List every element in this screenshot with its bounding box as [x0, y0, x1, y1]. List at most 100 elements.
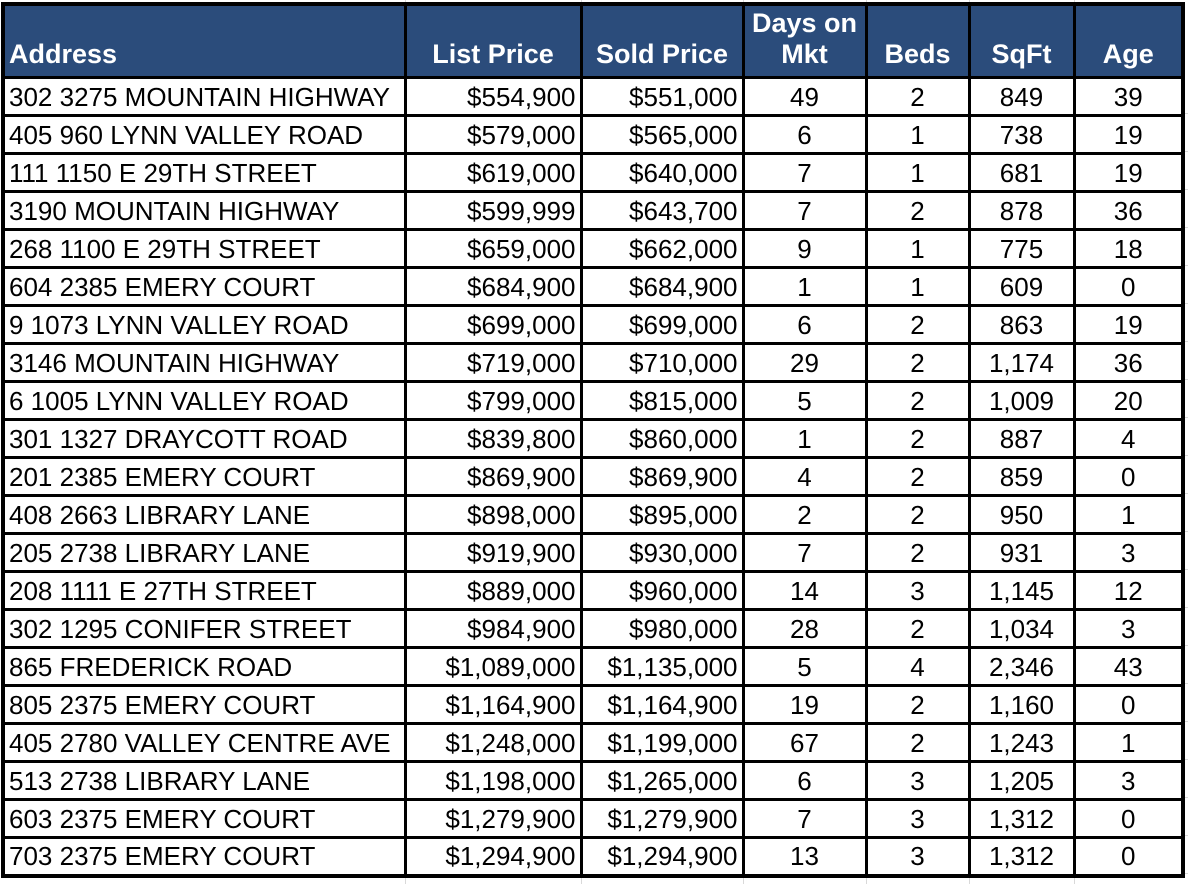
cell-age[interactable]: 19 — [1072, 114, 1185, 155]
cell-sold-price[interactable]: $551,000 — [579, 76, 745, 117]
cell-address[interactable]: 603 2375 EMERY COURT — [1, 798, 407, 839]
cell-beds[interactable]: 2 — [864, 304, 971, 345]
cell-days-on-mkt[interactable]: 67 — [741, 722, 868, 763]
cell-age[interactable]: 39 — [1072, 76, 1185, 117]
cell-beds[interactable]: 2 — [864, 722, 971, 763]
cell-list-price[interactable]: $889,000 — [403, 570, 583, 611]
cell-sold-price[interactable]: $710,000 — [579, 342, 745, 383]
cell-beds[interactable]: 2 — [864, 456, 971, 497]
cell-days-on-mkt[interactable]: 6 — [741, 760, 868, 801]
cell-sqft[interactable]: 609 — [967, 266, 1076, 307]
cell-sold-price[interactable]: $643,700 — [579, 190, 745, 231]
cell-sqft[interactable]: 931 — [967, 532, 1076, 573]
cell-sqft[interactable]: 887 — [967, 418, 1076, 459]
cell-sqft[interactable]: 738 — [967, 114, 1076, 155]
cell-sqft[interactable]: 1,160 — [967, 684, 1076, 725]
cell-days-on-mkt[interactable]: 7 — [741, 190, 868, 231]
cell-sqft[interactable]: 1,205 — [967, 760, 1076, 801]
cell-beds[interactable]: 2 — [864, 608, 971, 649]
cell-sold-price[interactable]: $1,164,900 — [579, 684, 745, 725]
cell-address[interactable]: 201 2385 EMERY COURT — [1, 456, 407, 497]
cell-address[interactable]: 405 960 LYNN VALLEY ROAD — [1, 114, 407, 155]
cell-age[interactable]: 20 — [1072, 380, 1185, 421]
cell-beds[interactable]: 2 — [864, 342, 971, 383]
cell-list-price[interactable]: $919,900 — [403, 532, 583, 573]
cell-beds[interactable]: 2 — [864, 76, 971, 117]
cell-days-on-mkt[interactable]: 6 — [741, 114, 868, 155]
cell-sqft[interactable]: 1,009 — [967, 380, 1076, 421]
cell-days-on-mkt[interactable]: 7 — [741, 798, 868, 839]
cell-address[interactable]: 208 1111 E 27TH STREET — [1, 570, 407, 611]
cell-age[interactable]: 0 — [1072, 456, 1185, 497]
cell-sold-price[interactable]: $815,000 — [579, 380, 745, 421]
cell-days-on-mkt[interactable]: 2 — [741, 494, 868, 535]
cell-beds[interactable]: 3 — [864, 570, 971, 611]
cell-age[interactable]: 1 — [1072, 494, 1185, 535]
cell-age[interactable]: 36 — [1072, 342, 1185, 383]
cell-age[interactable]: 1 — [1072, 722, 1185, 763]
cell-sold-price[interactable]: $1,265,000 — [579, 760, 745, 801]
cell-age[interactable]: 3 — [1072, 760, 1185, 801]
cell-sqft[interactable]: 1,312 — [967, 798, 1076, 839]
cell-list-price[interactable]: $1,294,900 — [403, 836, 583, 877]
cell-sold-price[interactable]: $1,279,900 — [579, 798, 745, 839]
cell-address[interactable]: 604 2385 EMERY COURT — [1, 266, 407, 307]
cell-beds[interactable]: 1 — [864, 152, 971, 193]
cell-address[interactable]: 9 1073 LYNN VALLEY ROAD — [1, 304, 407, 345]
cell-days-on-mkt[interactable]: 1 — [741, 418, 868, 459]
column-header-list-price[interactable]: List Price — [403, 2, 583, 79]
cell-sold-price[interactable]: $1,294,900 — [579, 836, 745, 877]
cell-days-on-mkt[interactable]: 5 — [741, 646, 868, 687]
cell-beds[interactable]: 2 — [864, 532, 971, 573]
cell-days-on-mkt[interactable]: 4 — [741, 456, 868, 497]
cell-address[interactable]: 111 1150 E 29TH STREET — [1, 152, 407, 193]
cell-list-price[interactable]: $1,248,000 — [403, 722, 583, 763]
cell-list-price[interactable]: $1,198,000 — [403, 760, 583, 801]
cell-sold-price[interactable]: $684,900 — [579, 266, 745, 307]
cell-sold-price[interactable]: $930,000 — [579, 532, 745, 573]
cell-list-price[interactable]: $869,900 — [403, 456, 583, 497]
cell-age[interactable]: 19 — [1072, 304, 1185, 345]
cell-address[interactable]: 6 1005 LYNN VALLEY ROAD — [1, 380, 407, 421]
cell-sold-price[interactable]: $980,000 — [579, 608, 745, 649]
cell-list-price[interactable]: $554,900 — [403, 76, 583, 117]
cell-beds[interactable]: 2 — [864, 494, 971, 535]
cell-days-on-mkt[interactable]: 7 — [741, 152, 868, 193]
cell-sqft[interactable]: 1,034 — [967, 608, 1076, 649]
cell-beds[interactable]: 4 — [864, 646, 971, 687]
cell-sqft[interactable]: 681 — [967, 152, 1076, 193]
cell-list-price[interactable]: $898,000 — [403, 494, 583, 535]
cell-sqft[interactable]: 849 — [967, 76, 1076, 117]
cell-list-price[interactable]: $579,000 — [403, 114, 583, 155]
cell-age[interactable]: 0 — [1072, 266, 1185, 307]
cell-sqft[interactable]: 859 — [967, 456, 1076, 497]
cell-address[interactable]: 205 2738 LIBRARY LANE — [1, 532, 407, 573]
cell-sqft[interactable]: 863 — [967, 304, 1076, 345]
cell-age[interactable]: 19 — [1072, 152, 1185, 193]
cell-beds[interactable]: 3 — [864, 798, 971, 839]
cell-sold-price[interactable]: $960,000 — [579, 570, 745, 611]
cell-sqft[interactable]: 2,346 — [967, 646, 1076, 687]
cell-address[interactable]: 302 1295 CONIFER STREET — [1, 608, 407, 649]
cell-list-price[interactable]: $619,000 — [403, 152, 583, 193]
cell-days-on-mkt[interactable]: 29 — [741, 342, 868, 383]
cell-address[interactable]: 3146 MOUNTAIN HIGHWAY — [1, 342, 407, 383]
cell-sold-price[interactable]: $640,000 — [579, 152, 745, 193]
cell-sqft[interactable]: 878 — [967, 190, 1076, 231]
cell-list-price[interactable]: $1,089,000 — [403, 646, 583, 687]
cell-beds[interactable]: 1 — [864, 114, 971, 155]
column-header-address[interactable]: Address — [1, 2, 407, 79]
cell-sqft[interactable]: 775 — [967, 228, 1076, 269]
column-header-sold-price[interactable]: Sold Price — [579, 2, 745, 79]
cell-list-price[interactable]: $684,900 — [403, 266, 583, 307]
cell-sold-price[interactable]: $1,199,000 — [579, 722, 745, 763]
cell-sqft[interactable]: 1,174 — [967, 342, 1076, 383]
cell-age[interactable]: 0 — [1072, 798, 1185, 839]
cell-list-price[interactable]: $719,000 — [403, 342, 583, 383]
cell-sold-price[interactable]: $895,000 — [579, 494, 745, 535]
cell-beds[interactable]: 1 — [864, 266, 971, 307]
cell-address[interactable]: 301 1327 DRAYCOTT ROAD — [1, 418, 407, 459]
cell-days-on-mkt[interactable]: 6 — [741, 304, 868, 345]
cell-days-on-mkt[interactable]: 14 — [741, 570, 868, 611]
cell-age[interactable]: 0 — [1072, 836, 1185, 877]
